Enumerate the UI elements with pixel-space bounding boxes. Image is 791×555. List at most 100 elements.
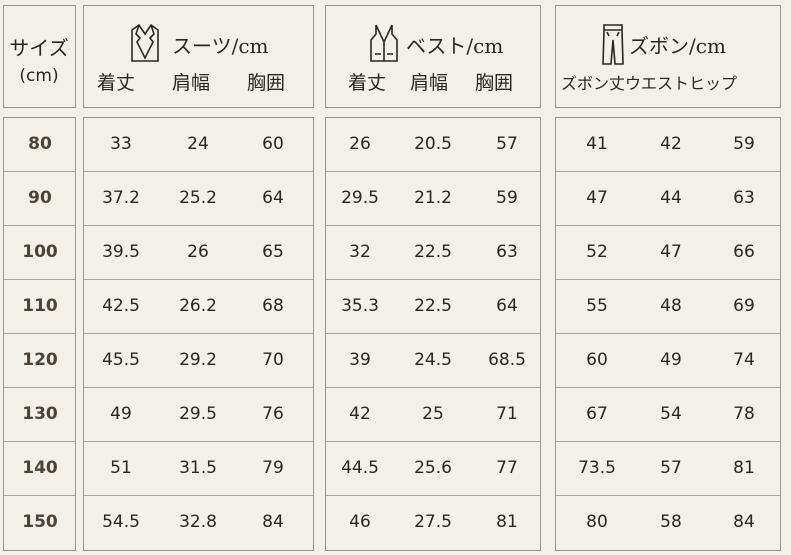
row-divider <box>4 495 75 496</box>
vest-cell: 22.5 <box>414 242 452 262</box>
size-cell: 130 <box>22 404 58 424</box>
pants-cell: 58 <box>660 512 682 532</box>
suit-cell: 54.5 <box>102 512 140 532</box>
suit-col-shoulder: 肩幅 <box>172 72 211 94</box>
pants-cell: 52 <box>586 242 608 262</box>
row-divider <box>326 495 540 496</box>
row-divider <box>556 387 780 388</box>
vest-cell: 59 <box>496 188 518 208</box>
vest-cell: 42 <box>349 404 371 424</box>
suit-cell: 64 <box>262 188 284 208</box>
row-divider <box>326 279 540 280</box>
pants-cell: 41 <box>586 134 608 154</box>
suit-cell: 32.8 <box>179 512 217 532</box>
size-cell: 110 <box>22 296 58 316</box>
size-cell: 140 <box>22 458 58 478</box>
vest-cell: 20.5 <box>414 134 452 154</box>
pants-cell: 59 <box>733 134 755 154</box>
vest-col-shoulder: 肩幅 <box>410 72 449 94</box>
pants-cell: 84 <box>733 512 755 532</box>
pants-cell: 47 <box>660 242 682 262</box>
vest-cell: 68.5 <box>488 350 526 370</box>
vest-cell: 46 <box>349 512 371 532</box>
suit-cell: 29.2 <box>179 350 217 370</box>
pants-cell: 47 <box>586 188 608 208</box>
suit-cell: 25.2 <box>179 188 217 208</box>
size-header-unit: (cm) <box>19 66 59 86</box>
row-divider <box>556 495 780 496</box>
pants-cell: 49 <box>660 350 682 370</box>
vest-cell: 22.5 <box>414 296 452 316</box>
pants-cell: 44 <box>660 188 682 208</box>
vest-col-length: 着丈 <box>348 72 387 94</box>
suit-header-box: スーツ/cm 着丈 肩幅 胸囲 <box>83 5 314 108</box>
suit-cell: 84 <box>262 512 284 532</box>
vest-cell: 21.2 <box>414 188 452 208</box>
suit-cell: 24 <box>187 134 209 154</box>
row-divider <box>84 279 313 280</box>
pants-cell: 67 <box>586 404 608 424</box>
size-header-box: サイズ (cm) <box>3 5 76 108</box>
size-cell: 100 <box>22 242 58 262</box>
vest-header-box: ベスト/cm 着丈 肩幅 胸囲 <box>325 5 541 108</box>
row-divider <box>556 225 780 226</box>
row-divider <box>326 333 540 334</box>
vest-cell: 77 <box>496 458 518 478</box>
suit-cell: 37.2 <box>102 188 140 208</box>
suit-cell: 51 <box>110 458 132 478</box>
suit-col-length: 着丈 <box>97 72 136 94</box>
pants-cell: 73.5 <box>578 458 616 478</box>
suit-cell: 42.5 <box>102 296 140 316</box>
vest-body-box <box>325 117 541 551</box>
row-divider <box>84 171 313 172</box>
vest-cell: 57 <box>496 134 518 154</box>
pants-cell: 78 <box>733 404 755 424</box>
vest-cell: 32 <box>349 242 371 262</box>
vest-cell: 64 <box>496 296 518 316</box>
vest-cell: 24.5 <box>414 350 452 370</box>
row-divider <box>84 441 313 442</box>
suit-cell: 33 <box>110 134 132 154</box>
vest-cell: 27.5 <box>414 512 452 532</box>
pants-cell: 54 <box>660 404 682 424</box>
row-divider <box>556 333 780 334</box>
pants-header-box: ズボン/cm ズボン丈ウエストヒップ <box>555 5 781 108</box>
pants-cell: 66 <box>733 242 755 262</box>
vest-cell: 26 <box>349 134 371 154</box>
row-divider <box>84 495 313 496</box>
row-divider <box>84 333 313 334</box>
row-divider <box>556 171 780 172</box>
pants-cell: 63 <box>733 188 755 208</box>
vest-cell: 81 <box>496 512 518 532</box>
pants-cell: 57 <box>660 458 682 478</box>
suit-cell: 49 <box>110 404 132 424</box>
pants-cell: 55 <box>586 296 608 316</box>
vest-cell: 25.6 <box>414 458 452 478</box>
row-divider <box>84 387 313 388</box>
vest-cell: 44.5 <box>341 458 379 478</box>
pants-body-box <box>555 117 781 551</box>
row-divider <box>4 333 75 334</box>
size-cell: 80 <box>28 134 52 154</box>
row-divider <box>4 279 75 280</box>
suit-cell: 76 <box>262 404 284 424</box>
row-divider <box>4 441 75 442</box>
pants-columns-label: ズボン丈ウエストヒップ <box>561 74 738 93</box>
suit-cell: 45.5 <box>102 350 140 370</box>
suit-col-chest: 胸囲 <box>247 72 286 94</box>
vest-icon <box>370 24 398 62</box>
vest-cell: 71 <box>496 404 518 424</box>
row-divider <box>326 171 540 172</box>
suit-cell: 65 <box>262 242 284 262</box>
vest-cell: 39 <box>349 350 371 370</box>
suit-section-title: スーツ/cm <box>172 34 269 58</box>
pants-cell: 74 <box>733 350 755 370</box>
size-cell: 90 <box>28 188 52 208</box>
suit-cell: 60 <box>262 134 284 154</box>
row-divider <box>4 225 75 226</box>
size-cell: 150 <box>22 512 58 532</box>
suit-cell: 70 <box>262 350 284 370</box>
vest-section-title: ベスト/cm <box>406 34 504 58</box>
size-header-title: サイズ <box>9 36 69 60</box>
pants-cell: 48 <box>660 296 682 316</box>
